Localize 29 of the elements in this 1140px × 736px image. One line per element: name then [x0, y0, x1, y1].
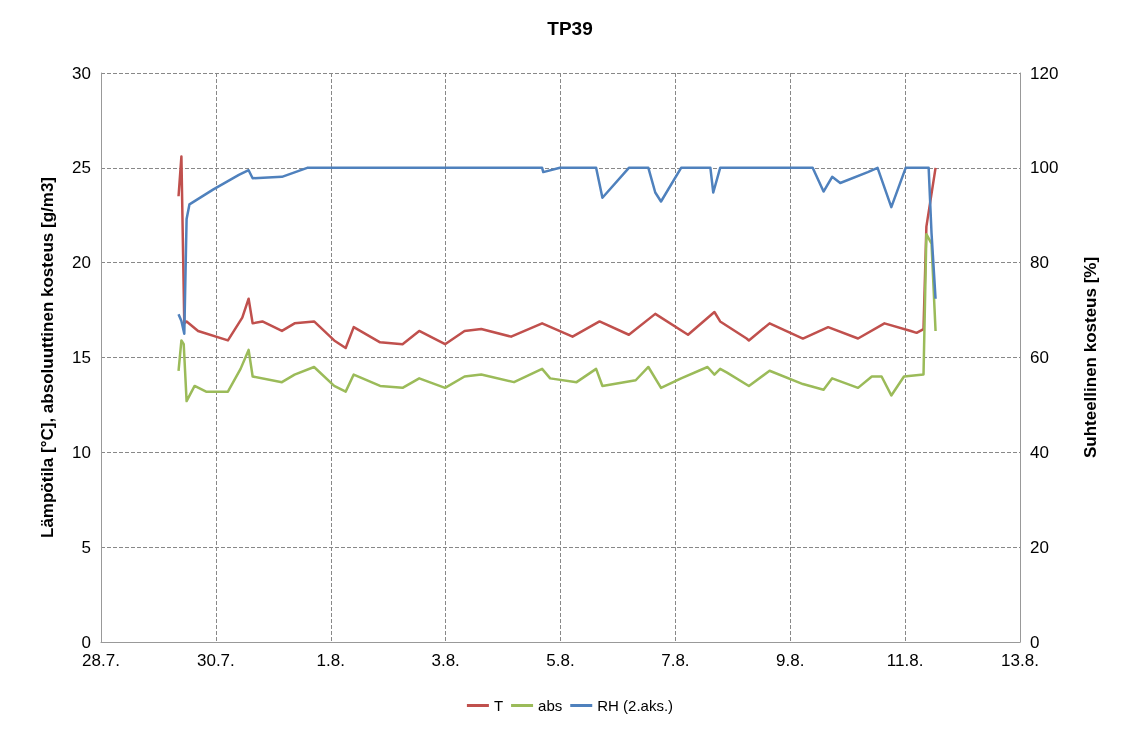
x-tick-label: 3.8.	[431, 651, 460, 670]
chart-title: TP39	[547, 18, 593, 39]
y-tick-label: 25	[72, 158, 91, 178]
legend-label: RH (2.aks.)	[597, 697, 674, 714]
x-tick-label: 9.8.	[776, 651, 805, 670]
y-axis-title: Lämpötila [°C], absoluuttinen kosteus [g/m3]	[38, 177, 57, 538]
y-tick-label: 15	[72, 348, 91, 367]
x-tick-label: 5.8.	[546, 651, 575, 670]
y2-tick-label: 100	[1030, 158, 1059, 178]
y2-axis-title: Suhteellinen kosteus [%]	[1081, 256, 1100, 459]
y-tick-label: 10	[72, 442, 91, 462]
y2-tick-label: 0	[1030, 632, 1040, 652]
x-tick-label: 1.8.	[316, 651, 345, 670]
x-tick-label: 28.7.	[82, 651, 120, 670]
x-tick-label: 30.7.	[196, 651, 235, 670]
y-tick-label: 0	[81, 632, 91, 652]
y2-tick-label: 60	[1030, 348, 1049, 367]
y2-tick-label: 20	[1030, 537, 1049, 557]
legend-label: abs	[538, 697, 563, 714]
y2-tick-label: 80	[1030, 253, 1049, 273]
x-tick-label: 7.8.	[661, 651, 690, 670]
y-tick-label: 20	[72, 253, 91, 273]
legend-label: T	[493, 697, 504, 714]
y2-tick-label: 120	[1030, 63, 1059, 83]
y2-tick-label: 40	[1030, 442, 1049, 462]
y-tick-label: 5	[81, 537, 91, 557]
x-tick-label: 11.8.	[886, 651, 924, 670]
x-tick-label: 13.8.	[1001, 651, 1039, 670]
y-tick-label: 30	[72, 63, 91, 83]
